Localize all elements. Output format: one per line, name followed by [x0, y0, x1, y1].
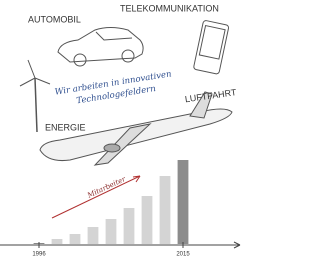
bar [88, 227, 99, 244]
bar [106, 219, 117, 244]
bar [142, 196, 153, 244]
slogan: Wir arbeiten in innovativen Technologefe… [54, 69, 174, 109]
arrow-label: Mitarbeiter [85, 175, 127, 200]
x-tick-label: 2015 [176, 252, 190, 258]
label: TELEKOMMUNIKATION [120, 3, 219, 13]
label: LUFTFAHRT [184, 87, 237, 104]
bar [124, 208, 135, 244]
bar [160, 176, 171, 244]
x-tick-label: 1996 [32, 252, 46, 258]
infographic: AUTOMOBIL TELEKOMMUNIKATION Wir arbeiten… [0, 0, 243, 261]
bar [178, 160, 189, 244]
bar [52, 239, 63, 244]
phone-icon [193, 20, 229, 74]
label: AUTOMOBIL [28, 14, 81, 24]
bar [70, 234, 81, 244]
car-icon [58, 28, 143, 67]
label: ENERGIE [45, 122, 86, 132]
windmill-icon [20, 60, 50, 132]
